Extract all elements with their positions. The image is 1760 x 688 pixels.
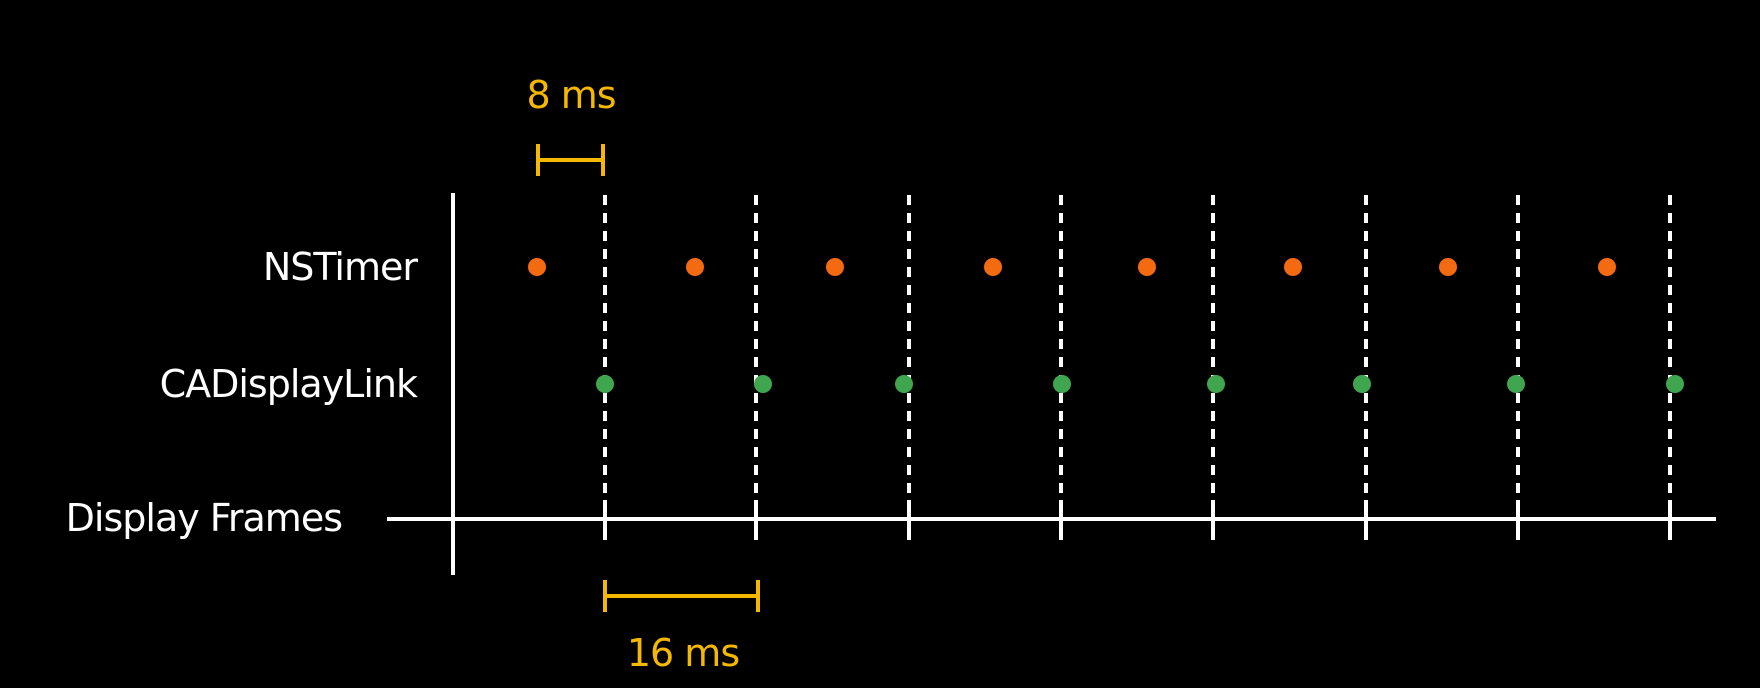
cadisplaylink-event-dot xyxy=(1207,375,1225,393)
short-interval-label: 8 ms xyxy=(526,73,615,117)
nstimer-event-dot xyxy=(1598,258,1616,276)
short-interval-bracket xyxy=(536,144,605,176)
long-interval-bracket xyxy=(603,580,760,612)
cadisplaylink-events xyxy=(596,375,1684,393)
nstimer-event-dot xyxy=(1284,258,1302,276)
nstimer-event-dot xyxy=(1138,258,1156,276)
nstimer-event-dot xyxy=(826,258,844,276)
cadisplaylink-event-dot xyxy=(1507,375,1525,393)
cadisplaylink-event-dot xyxy=(1666,375,1684,393)
nstimer-event-dot xyxy=(528,258,546,276)
cadisplaylink-event-dot xyxy=(754,375,772,393)
cadisplaylink-label: CADisplayLink xyxy=(160,362,418,406)
cadisplaylink-event-dot xyxy=(1353,375,1371,393)
cadisplaylink-event-dot xyxy=(1053,375,1071,393)
frame-boundaries xyxy=(603,195,1672,540)
cadisplaylink-event-dot xyxy=(895,375,913,393)
nstimer-event-dot xyxy=(1439,258,1457,276)
nstimer-event-dot xyxy=(984,258,1002,276)
nstimer-event-dot xyxy=(686,258,704,276)
nstimer-label: NSTimer xyxy=(263,245,419,289)
display-frames-label: Display Frames xyxy=(66,496,342,540)
cadisplaylink-event-dot xyxy=(596,375,614,393)
long-interval-label: 16 ms xyxy=(627,631,739,675)
nstimer-events xyxy=(528,258,1616,276)
